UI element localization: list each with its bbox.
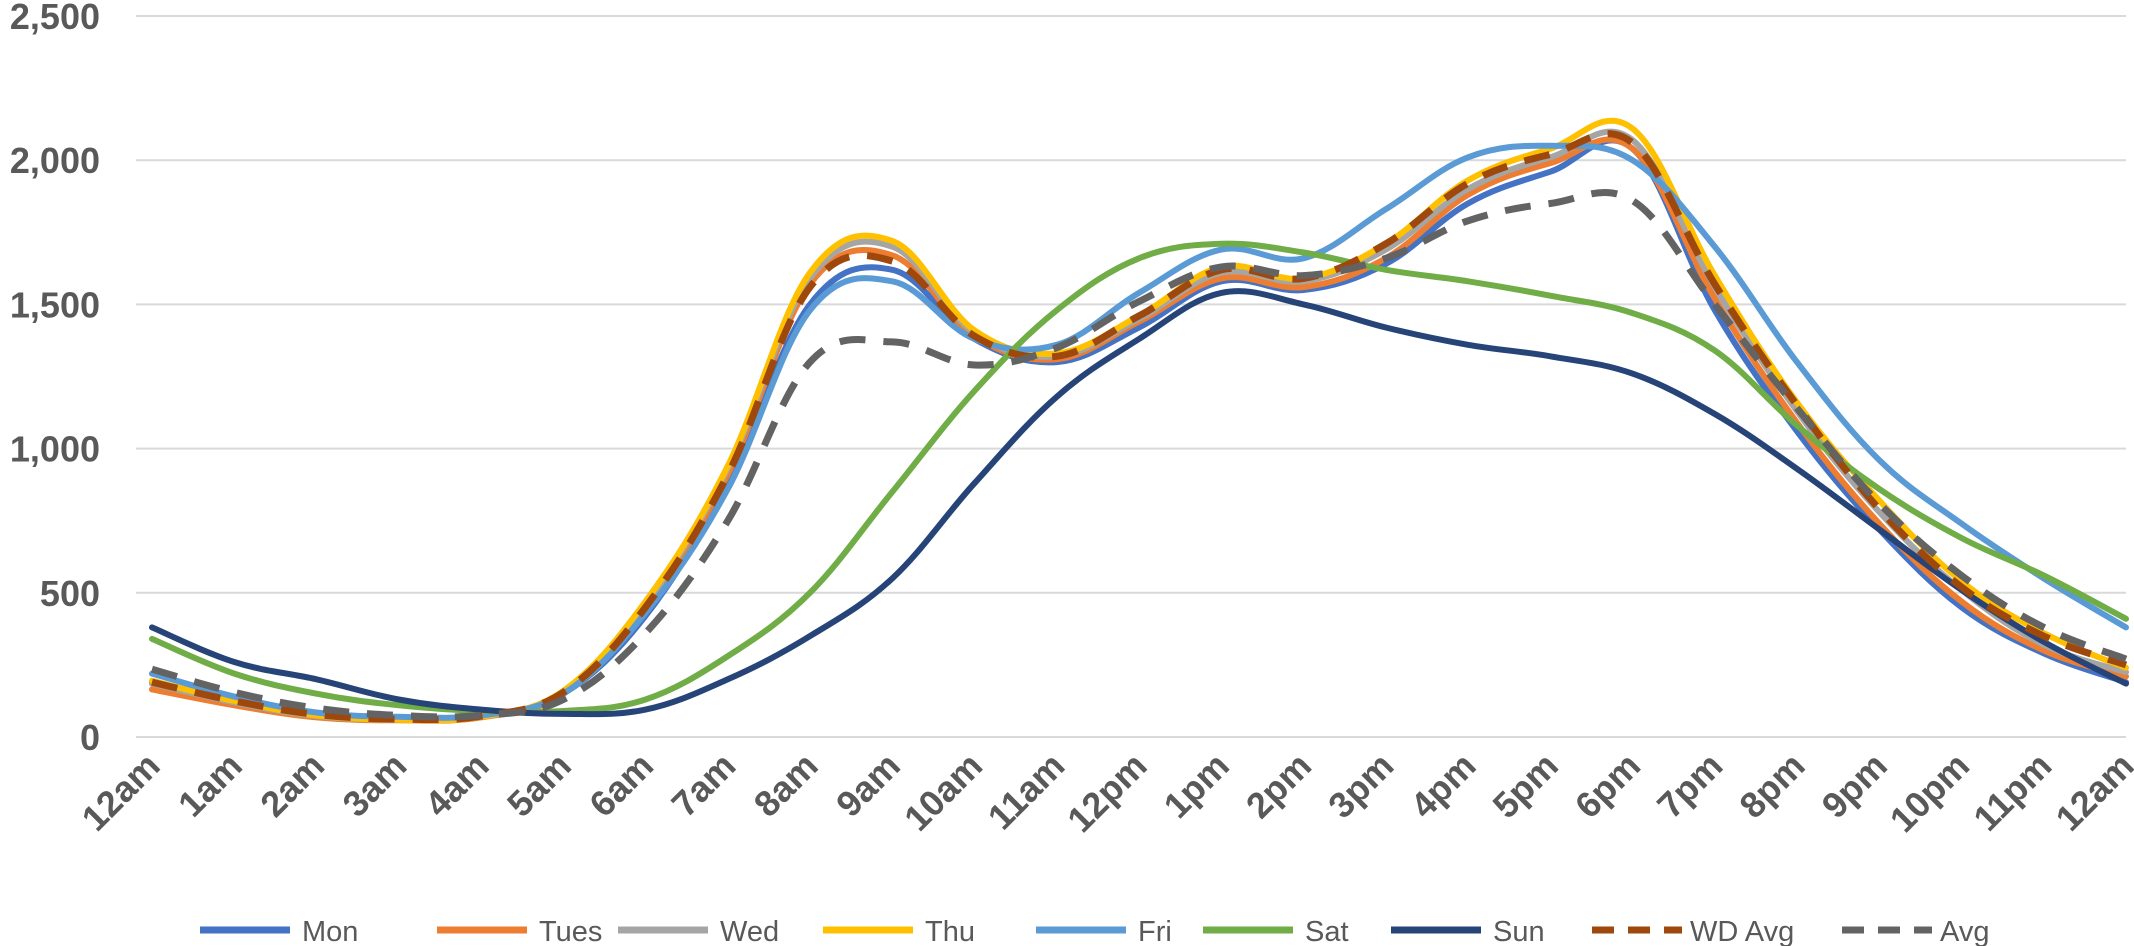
legend: Mon Tues Wed Thu Fri Sat Sun WD Avg Avg [200, 916, 1989, 946]
legend-label: WD Avg [1690, 916, 1794, 946]
y-tick-label: 2,500 [10, 0, 100, 37]
series-line-avg [151, 189, 2128, 721]
series-line-fri [149, 142, 2129, 721]
legend-item-avg: Avg [1842, 916, 1989, 946]
x-tick-label: 11pm [1965, 745, 2059, 839]
x-tick-label: 12am [2048, 745, 2134, 839]
legend-label: Avg [1940, 916, 1989, 946]
x-tick-label: 1pm [1156, 745, 1237, 826]
legend-item-wd-avg: WD Avg [1592, 916, 1794, 946]
x-tick-label: 3am [334, 745, 414, 825]
x-tick-label: 4pm [1402, 745, 1483, 826]
legend-item-thu: Thu [823, 916, 975, 946]
legend-label: Wed [720, 916, 779, 946]
x-tick-label: 5pm [1485, 745, 1566, 826]
x-tick-label: 7am [663, 745, 743, 825]
legend-item-sun: Sun [1391, 916, 1545, 946]
legend-label: Fri [1138, 916, 1172, 946]
x-axis: 12am 1am 2am 3am 4am 5am 6am 7am 8am 9am10am11am1… [74, 745, 2134, 840]
series-line-wed [149, 128, 2129, 724]
legend-item-fri: Fri [1036, 916, 1172, 946]
x-tick-label: 11am [980, 745, 1073, 838]
x-tick-label: 12am [74, 745, 168, 839]
series-lines [149, 117, 2129, 724]
series-line-thu [149, 117, 2129, 724]
legend-item-tues: Tues [437, 916, 602, 946]
x-tick-label: 9pm [1814, 745, 1895, 826]
x-tick-label: 5am [499, 745, 579, 825]
series-line-mon [149, 137, 2129, 722]
series-line-sun [149, 288, 2129, 718]
legend-label: Tues [539, 916, 602, 946]
x-tick-label: 2pm [1238, 745, 1319, 826]
x-tick-label: 3pm [1320, 745, 1401, 826]
y-tick-label: 1,500 [10, 284, 100, 325]
legend-label: Mon [302, 916, 358, 946]
x-tick-label: 12pm [1059, 745, 1154, 840]
series-line-wd-avg [151, 130, 2128, 724]
x-tick-label: 9am [828, 745, 908, 825]
x-tick-label: 1am [170, 745, 250, 825]
series-line-tues [149, 136, 2129, 724]
x-tick-label: 10am [896, 745, 990, 839]
x-tick-label: 8pm [1731, 745, 1812, 826]
x-tick-label: 2am [252, 745, 332, 825]
x-tick-label: 10pm [1882, 745, 1977, 840]
x-tick-label: 6pm [1567, 745, 1648, 826]
legend-label: Sun [1493, 916, 1545, 946]
y-tick-label: 500 [40, 573, 100, 614]
x-tick-label: 8am [746, 745, 826, 825]
legend-label: Sat [1305, 916, 1349, 946]
y-tick-label: 1,000 [10, 429, 100, 470]
legend-item-sat: Sat [1203, 916, 1349, 946]
x-tick-label: 6am [581, 745, 661, 825]
legend-item-mon: Mon [200, 916, 358, 946]
legend-label: Thu [925, 916, 975, 946]
x-tick-label: 7pm [1649, 745, 1730, 826]
legend-item-wed: Wed [618, 916, 779, 946]
y-tick-label: 2,000 [10, 140, 100, 181]
y-tick-label: 0 [80, 717, 100, 758]
gridlines [136, 15, 2126, 738]
x-tick-label: 4am [417, 745, 497, 825]
y-axis: 0 500 1,000 1,500 2,000 2,500 [10, 0, 100, 758]
